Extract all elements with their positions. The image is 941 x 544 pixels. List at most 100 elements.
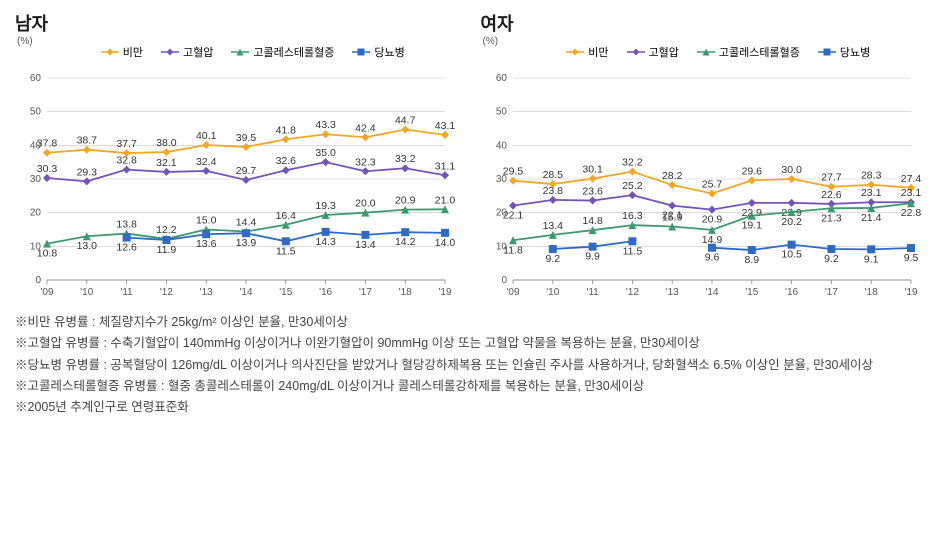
footnote-line: ※당뇨병 유병률 : 공복혈당이 126mg/dL 이상이거나 의사진단을 받았… (15, 355, 926, 376)
svg-text:9.9: 9.9 (585, 251, 600, 263)
legend-label: 비만 (588, 44, 608, 60)
svg-text:60: 60 (30, 73, 42, 84)
svg-text:9.6: 9.6 (704, 252, 719, 264)
legend-item: 비만 (101, 44, 143, 60)
svg-text:29.3: 29.3 (77, 166, 98, 178)
svg-text:8.9: 8.9 (744, 254, 759, 266)
svg-text:21.3: 21.3 (821, 212, 842, 224)
svg-text:30.0: 30.0 (781, 164, 802, 176)
legend-item: 고혈압 (627, 44, 679, 60)
legend-label: 당뇨병 (374, 44, 404, 60)
svg-text:23.1: 23.1 (900, 187, 920, 199)
svg-text:20.0: 20.0 (355, 198, 376, 210)
legend-label: 고콜레스테롤혈증 (719, 44, 800, 60)
svg-text:13.0: 13.0 (77, 240, 98, 252)
svg-text:13.8: 13.8 (116, 219, 137, 231)
chart-title: 여자 (481, 10, 927, 36)
svg-text:10.5: 10.5 (781, 249, 802, 261)
svg-text:16.3: 16.3 (622, 210, 643, 222)
legend-label: 고혈압 (183, 44, 213, 60)
svg-text:35.0: 35.0 (315, 147, 336, 159)
svg-text:37.7: 37.7 (116, 138, 137, 150)
svg-text:22.6: 22.6 (821, 189, 842, 201)
svg-text:'18: '18 (864, 287, 877, 298)
svg-text:28.3: 28.3 (860, 170, 881, 182)
svg-text:'17: '17 (824, 287, 837, 298)
legend-item: 당뇨병 (818, 44, 870, 60)
svg-text:13.9: 13.9 (236, 237, 257, 249)
footnote-line: ※고혈압 유병률 : 수축기혈압이 140mmHg 이상이거나 이완기혈압이 9… (15, 333, 926, 354)
svg-text:14.8: 14.8 (582, 215, 603, 227)
svg-text:14.4: 14.4 (236, 217, 257, 229)
legend: 비만 고혈압 고콜레스테롤혈증 당뇨병 (481, 44, 927, 60)
svg-text:28.5: 28.5 (542, 169, 563, 181)
svg-text:'15: '15 (745, 287, 758, 298)
svg-text:27.7: 27.7 (821, 172, 842, 184)
svg-text:12.6: 12.6 (116, 242, 137, 254)
svg-text:'19: '19 (438, 287, 451, 298)
svg-text:9.2: 9.2 (824, 253, 839, 265)
footnotes: ※비만 유병률 : 체질량지수가 25kg/m² 이상인 분율, 만30세이상※… (0, 304, 941, 428)
svg-text:32.2: 32.2 (622, 157, 643, 169)
svg-text:29.5: 29.5 (502, 166, 523, 178)
legend-item: 고혈압 (161, 44, 213, 60)
svg-text:23.8: 23.8 (542, 185, 563, 197)
svg-text:14.0: 14.0 (435, 237, 455, 249)
svg-text:9.1: 9.1 (863, 253, 878, 265)
svg-text:'14: '14 (705, 287, 718, 298)
y-axis-label: (%) (17, 36, 33, 47)
chart-svg: 0102030405060'09'10'11'12'13'14'15'16'17… (15, 64, 455, 304)
svg-text:14.3: 14.3 (315, 236, 336, 248)
svg-text:30.1: 30.1 (582, 164, 603, 176)
svg-text:32.8: 32.8 (116, 155, 137, 167)
footnote-line: ※비만 유병률 : 체질량지수가 25kg/m² 이상인 분율, 만30세이상 (15, 312, 926, 333)
svg-text:11.5: 11.5 (276, 245, 296, 257)
svg-text:30.3: 30.3 (37, 163, 58, 175)
chart-svg: 0102030405060'09'10'11'12'13'14'15'16'17… (481, 64, 921, 304)
svg-text:27.4: 27.4 (900, 173, 920, 185)
svg-text:25.7: 25.7 (701, 178, 722, 190)
svg-text:41.8: 41.8 (276, 124, 297, 136)
svg-text:19.1: 19.1 (741, 220, 762, 232)
svg-text:21.4: 21.4 (860, 212, 881, 224)
svg-text:'14: '14 (239, 287, 252, 298)
svg-text:42.4: 42.4 (355, 122, 376, 134)
svg-text:19.3: 19.3 (315, 200, 336, 212)
svg-text:60: 60 (495, 73, 507, 84)
legend: 비만 고혈압 고콜레스테롤혈증 당뇨병 (15, 44, 461, 60)
svg-text:10.8: 10.8 (37, 248, 58, 260)
svg-text:'09: '09 (40, 287, 53, 298)
svg-text:23.6: 23.6 (582, 186, 603, 198)
svg-text:'13: '13 (665, 287, 678, 298)
legend-item: 고콜레스테롤혈증 (697, 44, 800, 60)
svg-text:'16: '16 (319, 287, 332, 298)
svg-text:23.1: 23.1 (860, 187, 881, 199)
svg-text:'12: '12 (160, 287, 173, 298)
footnote-line: ※2005년 추계인구로 연령표준화 (15, 397, 926, 418)
svg-text:32.1: 32.1 (156, 157, 177, 169)
svg-text:16.4: 16.4 (276, 210, 297, 222)
svg-text:15.9: 15.9 (661, 211, 682, 223)
svg-text:11.9: 11.9 (157, 244, 177, 256)
y-axis-label: (%) (483, 36, 499, 47)
svg-text:32.3: 32.3 (355, 156, 376, 168)
legend-item: 비만 (566, 44, 608, 60)
svg-text:30: 30 (30, 174, 42, 185)
svg-text:29.6: 29.6 (741, 165, 762, 177)
svg-text:9.5: 9.5 (903, 252, 918, 264)
svg-text:44.7: 44.7 (395, 115, 416, 127)
legend-item: 고콜레스테롤혈증 (231, 44, 334, 60)
svg-text:40.1: 40.1 (196, 130, 217, 142)
svg-text:'16: '16 (785, 287, 798, 298)
svg-text:39.5: 39.5 (236, 132, 257, 144)
svg-text:'17: '17 (359, 287, 372, 298)
svg-text:29.7: 29.7 (236, 165, 257, 177)
svg-text:33.2: 33.2 (395, 153, 416, 165)
svg-text:43.1: 43.1 (435, 120, 455, 132)
chart-title: 남자 (15, 10, 461, 36)
svg-text:21.0: 21.0 (435, 194, 455, 206)
svg-text:38.0: 38.0 (156, 137, 177, 149)
svg-text:14.2: 14.2 (395, 236, 416, 248)
svg-text:32.4: 32.4 (196, 156, 217, 168)
svg-text:'10: '10 (546, 287, 559, 298)
